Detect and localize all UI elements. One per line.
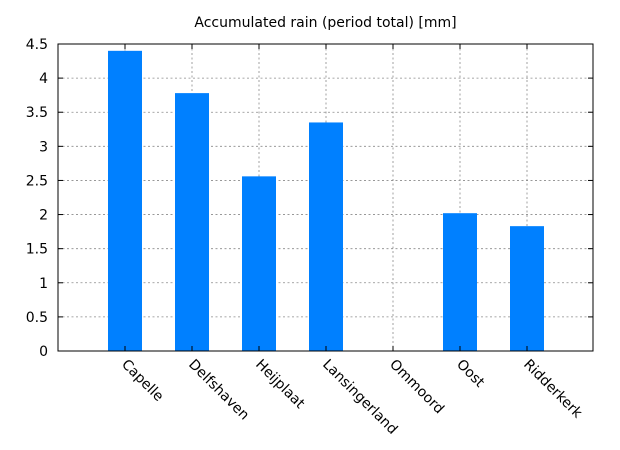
bars bbox=[108, 50, 544, 352]
y-tick-label: 4.5 bbox=[26, 37, 48, 53]
y-axis-tick-labels: 0 0.5 1 1.5 2 2.5 3 3.5 4 4.5 bbox=[26, 37, 48, 360]
y-tick-label: 1 bbox=[39, 276, 48, 292]
bar-ridderkerk bbox=[510, 226, 544, 351]
chart-title: Accumulated rain (period total) [mm] bbox=[194, 15, 456, 31]
y-tick-label: 0 bbox=[39, 344, 48, 360]
y-tick-label: 0.5 bbox=[26, 310, 48, 326]
y-tick-label: 1.5 bbox=[26, 242, 48, 258]
x-tick-label: Oost bbox=[453, 357, 488, 392]
x-tick-label: Ridderkerk bbox=[520, 357, 586, 423]
y-tick-label: 2.5 bbox=[26, 173, 48, 189]
y-tick-label: 4 bbox=[39, 71, 48, 87]
x-axis-tick-labels: Capelle Delfshaven Heijplaat LansingerlandO… bbox=[118, 357, 586, 438]
bar-oost bbox=[443, 213, 477, 351]
x-tick-label: Ommoord bbox=[386, 357, 447, 418]
y-tick-label: 2 bbox=[39, 208, 48, 224]
axis-ticks bbox=[58, 43, 593, 352]
y-tick-label: 3 bbox=[39, 139, 48, 155]
bar-heijplaat bbox=[242, 176, 276, 351]
bar-lansingerland bbox=[309, 122, 343, 351]
x-tick-label: Capelle bbox=[118, 357, 166, 405]
y-tick-label: 3.5 bbox=[26, 105, 48, 121]
x-tick-label: Heijplaat bbox=[252, 357, 308, 413]
x-tick-label: Delfshaven bbox=[185, 357, 252, 424]
bar-delfshaven bbox=[175, 93, 209, 352]
bar-capelle bbox=[108, 50, 142, 351]
